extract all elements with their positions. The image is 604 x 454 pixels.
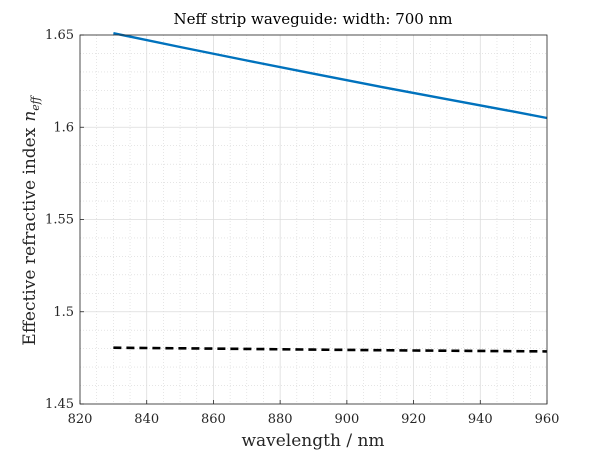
x-axis-title: wavelength / nm xyxy=(241,431,384,451)
series-layer xyxy=(113,32,548,353)
x-tick-label: 880 xyxy=(268,412,293,427)
series-line-1 xyxy=(113,32,548,120)
y-tick-label: 1.6 xyxy=(53,120,74,135)
y-tick-labels: 1.45 1.5 1.55 1.6 1.65 xyxy=(45,28,74,412)
x-tick-label: 960 xyxy=(535,412,560,427)
x-tick-label: 940 xyxy=(468,412,493,427)
x-tick-label: 840 xyxy=(134,412,159,427)
tick-marks xyxy=(79,34,548,405)
y-axis-title-symbol: n xyxy=(20,111,40,122)
series-line-2 xyxy=(113,346,548,353)
x-tick-label: 920 xyxy=(401,412,426,427)
y-axis-title: Effective refractive index neff xyxy=(20,94,42,345)
x-tick-label: 820 xyxy=(68,412,93,427)
x-tick-label: 900 xyxy=(334,412,359,427)
y-axis-title-text: Effective refractive index xyxy=(20,127,40,345)
x-tick-label: 860 xyxy=(201,412,226,427)
chart-title: Neff strip waveguide: width: 700 nm xyxy=(173,10,452,28)
y-tick-label: 1.45 xyxy=(45,397,74,412)
y-axis-title-subscript: eff xyxy=(29,94,42,111)
x-tick-labels: 820 840 860 880 900 920 940 960 xyxy=(68,412,560,427)
y-tick-label: 1.65 xyxy=(45,28,74,43)
y-tick-label: 1.55 xyxy=(45,213,74,228)
y-tick-label: 1.5 xyxy=(53,305,74,320)
